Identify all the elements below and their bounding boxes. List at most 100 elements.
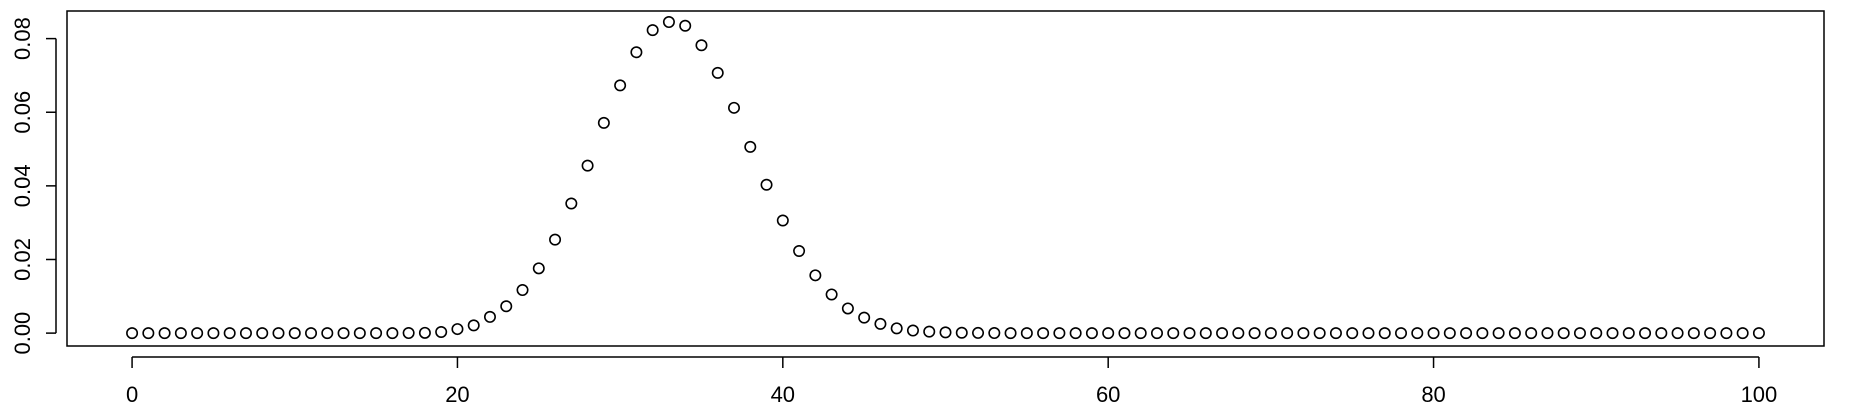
x-tick-label: 40 bbox=[771, 382, 795, 407]
x-tick-label: 20 bbox=[445, 382, 469, 407]
data-point bbox=[158, 327, 171, 340]
data-point bbox=[841, 302, 854, 315]
data-point bbox=[955, 326, 968, 339]
data-point bbox=[1411, 327, 1424, 340]
data-point bbox=[939, 326, 952, 339]
data-point bbox=[402, 327, 415, 340]
data-point bbox=[1508, 327, 1521, 340]
data-point bbox=[1118, 327, 1131, 340]
data-point bbox=[1443, 327, 1456, 340]
data-point bbox=[581, 159, 594, 172]
data-point bbox=[483, 310, 496, 323]
data-point bbox=[1704, 327, 1717, 340]
data-point bbox=[1183, 327, 1196, 340]
data-point bbox=[1752, 327, 1765, 340]
data-point bbox=[1313, 327, 1326, 340]
data-point bbox=[1216, 327, 1229, 340]
data-point bbox=[1590, 327, 1603, 340]
x-tick-label: 60 bbox=[1096, 382, 1120, 407]
data-point bbox=[256, 327, 269, 340]
data-point bbox=[858, 311, 871, 324]
data-point bbox=[923, 325, 936, 338]
data-point bbox=[1655, 327, 1668, 340]
data-point bbox=[549, 233, 562, 246]
x-tick-label: 80 bbox=[1421, 382, 1445, 407]
data-point bbox=[874, 317, 887, 330]
data-point bbox=[1525, 327, 1538, 340]
data-point bbox=[679, 19, 692, 32]
data-point bbox=[597, 116, 610, 129]
data-point bbox=[1378, 327, 1391, 340]
data-point bbox=[1037, 327, 1050, 340]
data-point bbox=[305, 327, 318, 340]
data-point bbox=[1329, 327, 1342, 340]
data-point bbox=[1622, 327, 1635, 340]
data-point bbox=[321, 327, 334, 340]
data-point bbox=[1102, 327, 1115, 340]
data-point bbox=[630, 46, 643, 59]
y-tick-label: 0.08 bbox=[10, 17, 35, 60]
x-tick-label: 100 bbox=[1741, 382, 1778, 407]
plot-frame bbox=[66, 10, 1825, 347]
data-point bbox=[809, 269, 822, 282]
data-point bbox=[1232, 327, 1245, 340]
data-point bbox=[1606, 327, 1619, 340]
data-point bbox=[1395, 327, 1408, 340]
data-point bbox=[370, 327, 383, 340]
data-point bbox=[1004, 327, 1017, 340]
data-point bbox=[776, 214, 789, 227]
data-point bbox=[728, 101, 741, 114]
data-point bbox=[288, 327, 301, 340]
y-tick-label: 0.06 bbox=[10, 91, 35, 134]
data-point bbox=[1427, 327, 1440, 340]
x-axis: 0 20 40 60 80 100 bbox=[126, 356, 1778, 407]
y-axis: 0.00 0.02 0.04 0.06 0.08 bbox=[10, 17, 57, 355]
x-tick-label: 0 bbox=[126, 382, 138, 407]
data-point bbox=[532, 262, 545, 275]
data-point bbox=[353, 327, 366, 340]
data-point bbox=[1492, 327, 1505, 340]
data-point bbox=[1346, 327, 1359, 340]
data-point bbox=[1134, 327, 1147, 340]
data-point bbox=[1639, 327, 1652, 340]
data-point bbox=[191, 327, 204, 340]
data-point bbox=[890, 322, 903, 335]
data-point bbox=[1541, 327, 1554, 340]
data-point bbox=[1085, 327, 1098, 340]
y-tick-label: 0.00 bbox=[10, 312, 35, 355]
data-point bbox=[223, 327, 236, 340]
y-tick-label: 0.04 bbox=[10, 164, 35, 207]
data-point bbox=[1053, 327, 1066, 340]
data-point bbox=[646, 24, 659, 37]
data-point bbox=[1362, 327, 1375, 340]
data-point bbox=[1167, 327, 1180, 340]
data-point bbox=[744, 140, 757, 153]
data-point bbox=[1297, 327, 1310, 340]
data-point bbox=[1281, 327, 1294, 340]
data-point bbox=[565, 197, 578, 210]
data-point bbox=[1248, 327, 1261, 340]
data-point bbox=[272, 327, 285, 340]
data-point bbox=[418, 326, 431, 339]
data-point bbox=[1736, 327, 1749, 340]
data-point bbox=[451, 323, 464, 336]
data-point bbox=[1720, 327, 1733, 340]
data-point bbox=[142, 327, 155, 340]
data-point bbox=[1476, 327, 1489, 340]
data-point bbox=[1069, 327, 1082, 340]
data-point bbox=[972, 326, 985, 339]
data-point bbox=[516, 284, 529, 297]
data-point bbox=[1199, 327, 1212, 340]
data-point bbox=[126, 327, 139, 340]
data-point bbox=[614, 79, 627, 92]
data-point bbox=[207, 327, 220, 340]
data-point bbox=[711, 66, 724, 79]
data-point bbox=[1264, 327, 1277, 340]
data-point bbox=[174, 327, 187, 340]
data-point bbox=[793, 245, 806, 258]
data-point bbox=[467, 319, 480, 332]
y-tick-label: 0.02 bbox=[10, 238, 35, 281]
data-point bbox=[906, 324, 919, 337]
data-point bbox=[1020, 327, 1033, 340]
data-point bbox=[1460, 327, 1473, 340]
